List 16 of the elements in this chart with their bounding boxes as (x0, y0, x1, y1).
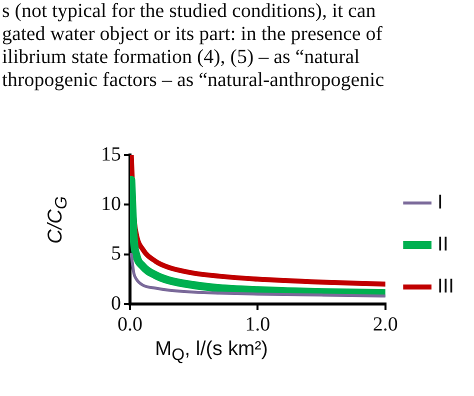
y-tick-label: 5 (111, 242, 121, 265)
x-tick-label: 0.0 (118, 313, 142, 336)
legend-label: I (437, 192, 443, 214)
y-tick-label: 0 (111, 292, 121, 314)
legend-label: III (437, 276, 454, 298)
text: s (not typical for the studied conditions), it can (2, 0, 377, 23)
y-tick-label: 15 (101, 143, 121, 166)
x-tick-label: 2.0 (372, 313, 398, 336)
text: thropogenic factors – as “natural-anthropogenic (2, 69, 384, 92)
x-tick-label: 1.0 (245, 313, 270, 336)
text: ilibrium state formation (4), (5) – as “natural (2, 46, 361, 69)
y-tick-label: 10 (101, 192, 121, 215)
text: gated water object or its part: in the presence of (2, 23, 384, 46)
line-series (130, 252, 386, 298)
x-axis-title: M$_{Q}$, l/(s km²) (155, 338, 268, 365)
legend-label: II (437, 234, 448, 256)
